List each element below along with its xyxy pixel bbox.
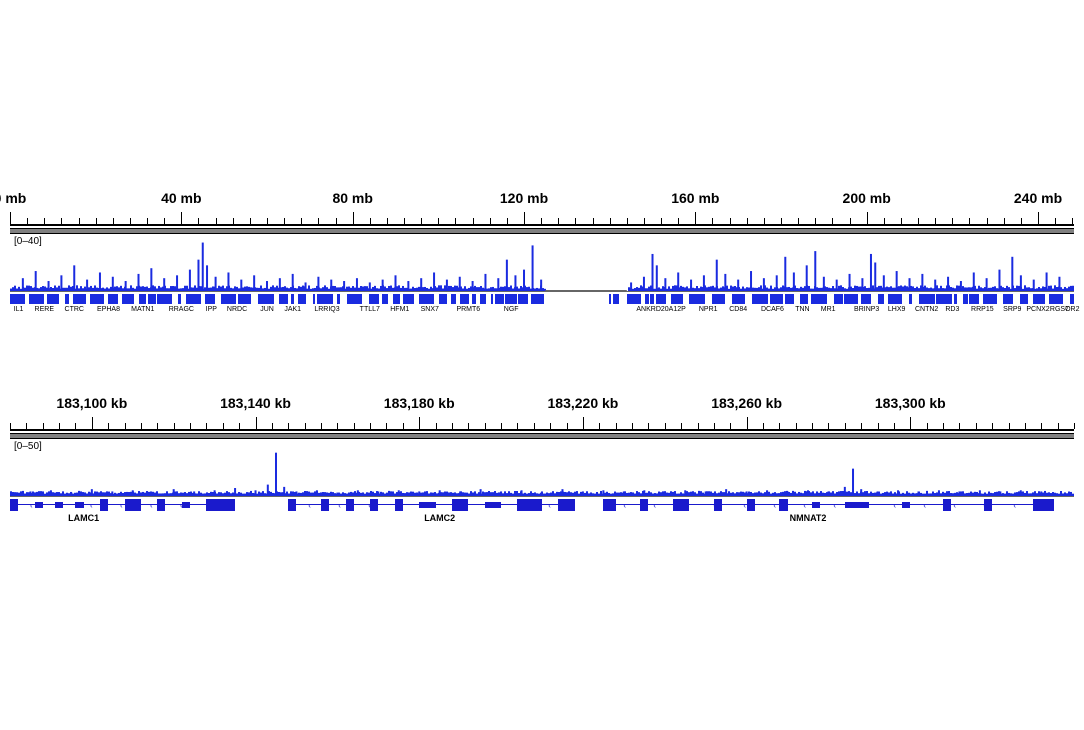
gene-label: CD84 — [729, 306, 747, 313]
coverage-track-bottom: [0–50] — [10, 439, 1074, 497]
gene-label: PCNX2 — [1026, 306, 1049, 313]
gene-label: SNX7 — [421, 306, 439, 313]
gene-label: RRP15 — [971, 306, 994, 313]
gene-density-track — [10, 292, 1074, 306]
ruler-tick-label: 183,220 kb — [548, 395, 619, 411]
gene-label: PRMT6 — [456, 306, 480, 313]
transcript-label: NMNAT2 — [790, 513, 827, 523]
gene-label: DCAF6 — [761, 306, 784, 313]
genome-panel-chromosome: 0 mb40 mb80 mb120 mb160 mb200 mb240 mb [… — [10, 190, 1074, 318]
genome-panel-zoom: 183,100 kb 183,140 kb 183,180 kb 183,220 kb… — [10, 395, 1074, 527]
ruler-tick-label: 183,260 kb — [711, 395, 782, 411]
gene-label: LHX9 — [888, 306, 906, 313]
gene-label: MATN1 — [131, 306, 154, 313]
gene-label: CNTN2 — [915, 306, 938, 313]
gene-label: TTLL7 — [360, 306, 380, 313]
gene-label: IL1 — [14, 306, 24, 313]
ruler-tick-label: 183,300 kb — [875, 395, 946, 411]
gene-label: IPP — [206, 306, 217, 313]
transcript-label: LAMC1 — [68, 513, 99, 523]
transcript-label: LAMC2 — [424, 513, 455, 523]
ruler-tick-label: 183,180 kb — [384, 395, 455, 411]
ruler-tick-label: 183,140 kb — [220, 395, 291, 411]
gene-label: NPR1 — [699, 306, 718, 313]
ruler-top: 0 mb40 mb80 mb120 mb160 mb200 mb240 mb — [10, 190, 1074, 226]
transcript-labels: LAMC1 LAMC2 NMNAT2 — [10, 513, 1074, 527]
gene-label: NGF — [504, 306, 519, 313]
gene-label: ANKRD20A12P — [636, 306, 685, 313]
ruler-tick-label: 200 mb — [843, 190, 891, 206]
ruler-tick-label: 160 mb — [671, 190, 719, 206]
gene-label: RERE — [35, 306, 54, 313]
ruler-tick-label: 240 mb — [1014, 190, 1062, 206]
gene-label: BRINP3 — [854, 306, 879, 313]
coverage-track-top: [0–40] — [10, 234, 1074, 292]
gene-label: LRRIQ3 — [314, 306, 339, 313]
gene-label: TNN — [795, 306, 809, 313]
gene-label: EPHA8 — [97, 306, 120, 313]
gene-label: OR2 — [1065, 306, 1079, 313]
ruler-tick-label: 183,100 kb — [56, 395, 127, 411]
gene-label: SRP9 — [1003, 306, 1021, 313]
ruler-tick-label: 40 mb — [161, 190, 201, 206]
transcript-track: ‹‹‹‹‹‹‹‹‹‹‹‹‹‹‹‹‹‹‹‹‹‹‹‹‹‹‹‹‹‹‹ — [10, 497, 1074, 513]
gene-label: HFM1 — [390, 306, 409, 313]
gene-label: RRAGC — [169, 306, 194, 313]
gene-label: NRDC — [227, 306, 247, 313]
gene-labels-row: IL1 RERE CTRC EPHA8 MATN1 RRAGC IPP NRDC JUN JAK1… — [10, 306, 1074, 318]
gene-label: JUN — [260, 306, 274, 313]
gene-label: CTRC — [65, 306, 84, 313]
gene-label: MR1 — [821, 306, 836, 313]
ruler-bottom: 183,100 kb 183,140 kb 183,180 kb 183,220 kb… — [10, 395, 1074, 431]
gene-label: RD3 — [945, 306, 959, 313]
ruler-tick-label: 120 mb — [500, 190, 548, 206]
ruler-tick-label: 0 mb — [0, 190, 26, 206]
ruler-tick-label: 80 mb — [332, 190, 372, 206]
gene-label: JAK1 — [284, 306, 301, 313]
